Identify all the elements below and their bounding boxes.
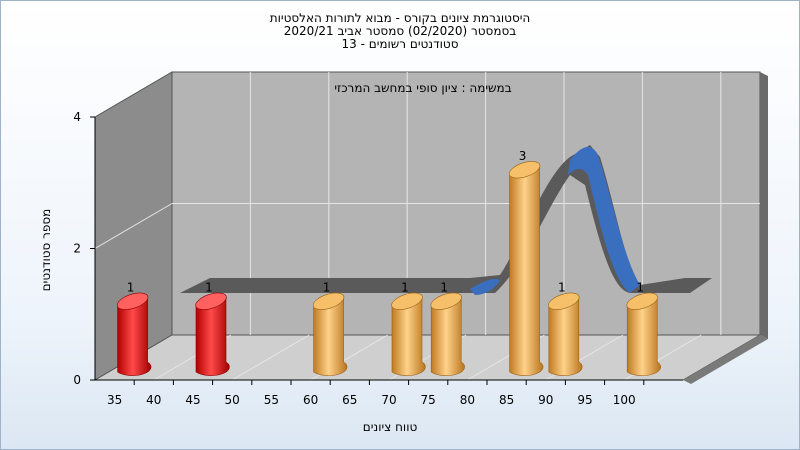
- chart-title-line-2: בסמסטר (02/2020) סמסטר אביב 2020/21: [283, 24, 517, 38]
- x-tick-label: 85: [499, 393, 514, 407]
- bars: 1 1 1 1 1 3 1 1: [116, 149, 661, 376]
- chart-subtitle: במשימה : ציון סופי במחשב המרכזי: [334, 81, 511, 95]
- x-tick-label: 55: [264, 393, 279, 407]
- chart-title-line-3: סטודנטים רשומים - 13: [341, 37, 459, 51]
- y-tick-label: 2: [73, 242, 81, 256]
- bar: [626, 292, 661, 376]
- bar: [430, 292, 465, 376]
- bar-value-label: 1: [636, 280, 644, 294]
- x-tick-label: 50: [225, 393, 240, 407]
- bar-value-label: 1: [440, 280, 448, 294]
- bar: [391, 292, 426, 376]
- x-tick-label: 35: [107, 393, 122, 407]
- chart-title-line-1: היסטוגרמת ציונים בקורס - מבוא לתורות האל…: [269, 11, 531, 25]
- bar-value-label: 1: [558, 280, 566, 294]
- x-tick-label: 75: [421, 393, 436, 407]
- y-tick-label: 0: [73, 373, 81, 387]
- curve-band-front: [568, 146, 640, 293]
- y-axis-label: מספר סטודנטים: [39, 209, 53, 292]
- bar-value-label: 1: [401, 280, 409, 294]
- bar: [508, 161, 544, 376]
- bar-value-label: 3: [519, 149, 527, 163]
- x-tick-label: 100: [613, 393, 636, 407]
- x-axis-label: טווח ציונים: [363, 420, 418, 434]
- x-ticks: 35 40 45 50 55 60 65 70 75 80 85 90 95 100: [94, 117, 683, 407]
- x-tick-label: 90: [538, 393, 553, 407]
- bar-value-label: 1: [127, 280, 135, 294]
- distribution-curve: [180, 145, 712, 295]
- right-edge: [760, 72, 768, 339]
- x-tick-label: 40: [146, 393, 161, 407]
- x-tick-label: 65: [342, 393, 357, 407]
- curve-band-front: [470, 278, 500, 295]
- y-tick-label: 4: [73, 110, 81, 124]
- x-tick-label: 95: [577, 393, 592, 407]
- grid-line-wall: [94, 203, 173, 249]
- bar: [116, 292, 152, 376]
- bar: [548, 292, 583, 376]
- grid-line-floor: [231, 334, 310, 381]
- floor-edge: [683, 335, 768, 384]
- x-tick-label: 60: [303, 393, 318, 407]
- bar: [312, 292, 348, 376]
- bar-value-label: 1: [205, 280, 213, 294]
- x-tick-label: 45: [185, 393, 200, 407]
- x-tick-label: 80: [460, 393, 475, 407]
- bar: [195, 292, 230, 376]
- y-ticks: 0 2 4: [73, 110, 95, 387]
- x-tick-label: 70: [381, 393, 396, 407]
- bar-value-label: 1: [323, 280, 331, 294]
